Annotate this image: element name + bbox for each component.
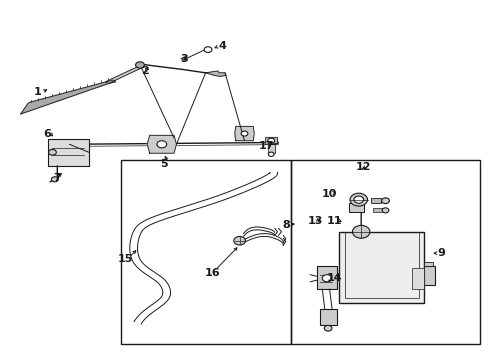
Text: 2: 2 xyxy=(141,66,148,76)
Circle shape xyxy=(233,237,245,245)
Text: 6: 6 xyxy=(43,129,51,139)
Circle shape xyxy=(268,152,274,157)
Text: 11: 11 xyxy=(326,216,342,226)
Text: 1: 1 xyxy=(34,87,41,98)
Bar xyxy=(319,309,336,325)
Circle shape xyxy=(241,131,247,136)
Circle shape xyxy=(48,149,56,155)
Bar xyxy=(339,232,424,303)
Polygon shape xyxy=(21,80,116,114)
Bar xyxy=(345,232,418,298)
Polygon shape xyxy=(265,137,277,144)
Circle shape xyxy=(349,193,367,206)
Circle shape xyxy=(322,275,331,282)
Text: 14: 14 xyxy=(326,273,342,283)
Circle shape xyxy=(381,198,388,203)
Text: 17: 17 xyxy=(258,141,274,151)
Polygon shape xyxy=(234,126,254,141)
Text: 12: 12 xyxy=(355,162,370,172)
Polygon shape xyxy=(267,144,274,153)
Circle shape xyxy=(352,225,369,238)
Circle shape xyxy=(267,138,274,143)
Circle shape xyxy=(324,325,331,331)
Polygon shape xyxy=(106,66,142,84)
Text: 15: 15 xyxy=(118,253,133,264)
Text: 13: 13 xyxy=(306,216,322,226)
Circle shape xyxy=(381,208,388,213)
Bar xyxy=(47,139,89,166)
Text: 16: 16 xyxy=(204,268,220,278)
Bar xyxy=(120,160,290,344)
Text: 3: 3 xyxy=(180,54,187,64)
Polygon shape xyxy=(147,135,176,153)
Text: 8: 8 xyxy=(282,220,289,230)
Text: 10: 10 xyxy=(321,189,337,199)
Circle shape xyxy=(51,177,58,182)
Bar xyxy=(370,198,380,203)
Bar xyxy=(424,266,434,285)
Circle shape xyxy=(203,47,211,53)
Text: 9: 9 xyxy=(437,248,445,258)
Bar xyxy=(348,203,363,212)
Bar xyxy=(372,208,381,212)
Bar xyxy=(290,160,479,344)
Polygon shape xyxy=(205,71,225,76)
Circle shape xyxy=(135,62,144,68)
Text: 4: 4 xyxy=(218,41,226,51)
Polygon shape xyxy=(181,57,186,60)
Bar xyxy=(424,262,432,266)
Bar xyxy=(411,267,424,289)
Bar xyxy=(317,266,336,289)
Text: 7: 7 xyxy=(53,173,61,183)
Text: 5: 5 xyxy=(160,159,168,169)
Circle shape xyxy=(157,141,166,148)
Circle shape xyxy=(353,196,363,203)
